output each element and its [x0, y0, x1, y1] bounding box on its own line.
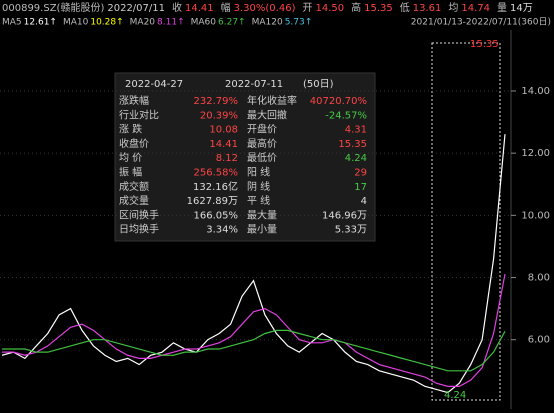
- panel-value: 15.35: [338, 139, 367, 150]
- panel-value: 10.08: [209, 125, 238, 136]
- panel-label: 最小量: [247, 224, 277, 236]
- y-tick-label: 6.00: [528, 335, 550, 346]
- ma-value: 12.61↑: [24, 18, 57, 28]
- panel-value: 256.58%: [194, 168, 239, 179]
- panel-end[interactable]: 2022-07-11: [225, 79, 283, 90]
- header-value: 14.41: [185, 3, 214, 14]
- header-value: 2022/07/11: [107, 3, 165, 14]
- header-value: 15.35: [364, 3, 393, 14]
- header-label: 高: [351, 1, 361, 14]
- ma-label: MA20: [130, 18, 156, 28]
- annotation: 15.35: [470, 39, 499, 50]
- panel-value: 4.31: [345, 125, 367, 136]
- panel-label: 最大量: [247, 208, 277, 221]
- date-range: 2021/01/13-2022/07/11(360日): [411, 17, 551, 28]
- header-label: 000899.SZ(赣能股份): [2, 1, 104, 14]
- ma-value: 10.28↑: [90, 18, 123, 28]
- panel-label: 涨跌幅: [119, 94, 149, 107]
- panel-label: 平 线: [247, 194, 270, 207]
- ma-label: MA5: [2, 18, 22, 28]
- header-value: 14.74: [461, 3, 490, 14]
- y-tick-label: 10.00: [521, 210, 550, 221]
- annotation: 4.24: [444, 390, 466, 401]
- header-value: 14万: [510, 3, 533, 14]
- panel-value: 5.33万: [335, 225, 367, 236]
- panel-label: 区间换手: [119, 208, 159, 221]
- header-label: 幅: [221, 1, 231, 14]
- header-label: 量: [497, 2, 507, 14]
- y-tick-label: 14.00: [521, 86, 550, 97]
- header-value: 13.61: [413, 3, 442, 14]
- ma-value: 5.73↑: [285, 18, 313, 28]
- panel-label: 开盘价: [247, 123, 277, 136]
- ma-line: [2, 329, 506, 372]
- panel-label: 阴 线: [247, 180, 270, 193]
- panel-label: 最低价: [247, 151, 277, 164]
- header-label: 均: [448, 2, 458, 14]
- y-tick-label: 8.00: [528, 273, 550, 284]
- panel-value: 17: [354, 182, 367, 193]
- ma-label: MA10: [63, 18, 89, 28]
- ma-value: 8.11↑: [157, 18, 185, 28]
- panel-value: 166.05%: [194, 210, 239, 221]
- header-value: 14.50: [315, 3, 344, 14]
- panel-label: 均 价: [119, 152, 142, 164]
- panel-label: 阳 线: [247, 166, 270, 179]
- panel-label: 收盘价: [119, 137, 149, 150]
- header-value: 3.30%(0.46): [234, 3, 296, 14]
- panel-value: 232.79%: [194, 96, 239, 107]
- panel-label: 涨 跌: [119, 123, 142, 136]
- panel-value: 29: [354, 168, 367, 179]
- ma-label: MA60: [191, 18, 217, 28]
- header-label: 低: [400, 1, 410, 14]
- panel-label: 日均换手: [119, 223, 159, 236]
- panel-label: 成交额: [119, 180, 149, 193]
- header-label: 收: [172, 1, 182, 14]
- panel-value: 14.41: [209, 139, 238, 150]
- panel-value: 1627.89万: [187, 196, 238, 207]
- panel-value: 4: [361, 196, 367, 207]
- panel-label: 行业对比: [119, 108, 159, 121]
- panel-value: 132.16亿: [193, 180, 238, 193]
- ma-line: [2, 273, 506, 387]
- ma-value: 6.27↑: [218, 18, 246, 28]
- selection-box: [431, 42, 501, 401]
- panel-value: 4.24: [345, 153, 367, 164]
- panel-value: 146.96万: [322, 210, 367, 221]
- panel-label: 最大回撤: [247, 108, 287, 121]
- panel-label: 振 幅: [119, 166, 142, 179]
- stats-panel[interactable]: [114, 72, 376, 242]
- panel-label: 成交量: [119, 194, 149, 207]
- panel-value: 20.39%: [200, 110, 238, 121]
- panel-value: -24.57%: [325, 110, 367, 121]
- panel-label: 年化收益率: [247, 94, 297, 107]
- panel-days: (50日): [303, 79, 334, 90]
- y-tick-label: 12.00: [521, 148, 550, 159]
- panel-start[interactable]: 2022-04-27: [125, 79, 183, 90]
- panel-label: 最高价: [247, 137, 277, 150]
- panel-value: 3.34%: [206, 225, 238, 236]
- ma-line: [1, 134, 506, 394]
- panel-value: 8.12: [216, 153, 238, 164]
- header-label: 开: [302, 3, 312, 14]
- ma-label: MA120: [252, 18, 283, 28]
- panel-value: 40720.70%: [310, 96, 367, 107]
